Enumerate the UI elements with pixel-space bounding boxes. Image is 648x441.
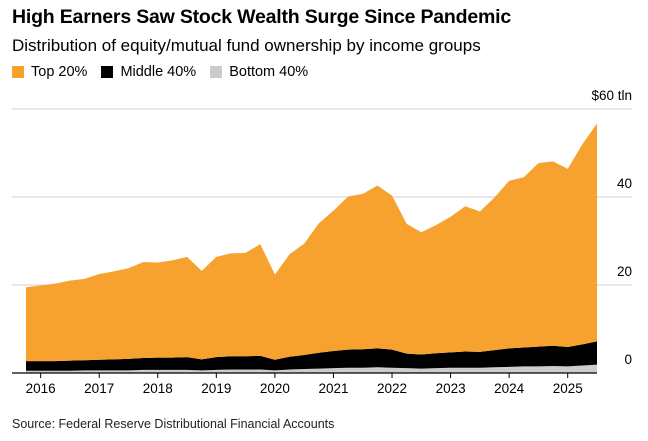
x-tick-label: 2020 bbox=[260, 381, 290, 396]
x-tick-label: 2021 bbox=[318, 381, 348, 396]
chart-subtitle: Distribution of equity/mutual fund owner… bbox=[12, 36, 481, 55]
legend-item-top-20: Top 20% bbox=[12, 64, 87, 80]
x-axis: 2016 2017 2018 2019 2020 2021 2022 2023 2024 2025 bbox=[26, 373, 583, 396]
area-middle-40 bbox=[26, 341, 597, 371]
legend-swatch-bottom-40 bbox=[210, 66, 223, 78]
legend-swatch-middle-40 bbox=[101, 66, 114, 78]
legend: Top 20% Middle 40% Bottom 40% bbox=[12, 64, 322, 80]
x-tick-label: 2019 bbox=[201, 381, 231, 396]
legend-label-top-20: Top 20% bbox=[31, 64, 88, 80]
y-tick-label: 40 bbox=[617, 176, 632, 191]
x-tick-label: 2024 bbox=[494, 381, 525, 396]
source-note: Source: Federal Reserve Distributional F… bbox=[12, 417, 335, 431]
legend-item-middle-40: Middle 40% bbox=[101, 64, 196, 80]
y-axis: 0 20 40 $60 tln bbox=[591, 88, 632, 367]
legend-label-middle-40: Middle 40% bbox=[120, 64, 197, 80]
y-tick-label: $60 tln bbox=[591, 88, 632, 103]
y-tick-label: 0 bbox=[624, 352, 632, 367]
legend-label-bottom-40: Bottom 40% bbox=[229, 64, 309, 80]
x-tick-label: 2025 bbox=[553, 381, 583, 396]
area-series bbox=[26, 123, 597, 373]
x-tick-label: 2022 bbox=[377, 381, 407, 396]
x-tick-label: 2018 bbox=[143, 381, 173, 396]
x-tick-label: 2023 bbox=[436, 381, 466, 396]
legend-item-bottom-40: Bottom 40% bbox=[210, 64, 308, 80]
x-tick-label: 2016 bbox=[26, 381, 56, 396]
y-tick-label: 20 bbox=[617, 264, 632, 279]
chart-title: High Earners Saw Stock Wealth Surge Sinc… bbox=[12, 6, 511, 28]
legend-swatch-top-20 bbox=[12, 66, 24, 78]
x-tick-label: 2017 bbox=[84, 381, 114, 396]
area-top-20 bbox=[26, 123, 597, 362]
